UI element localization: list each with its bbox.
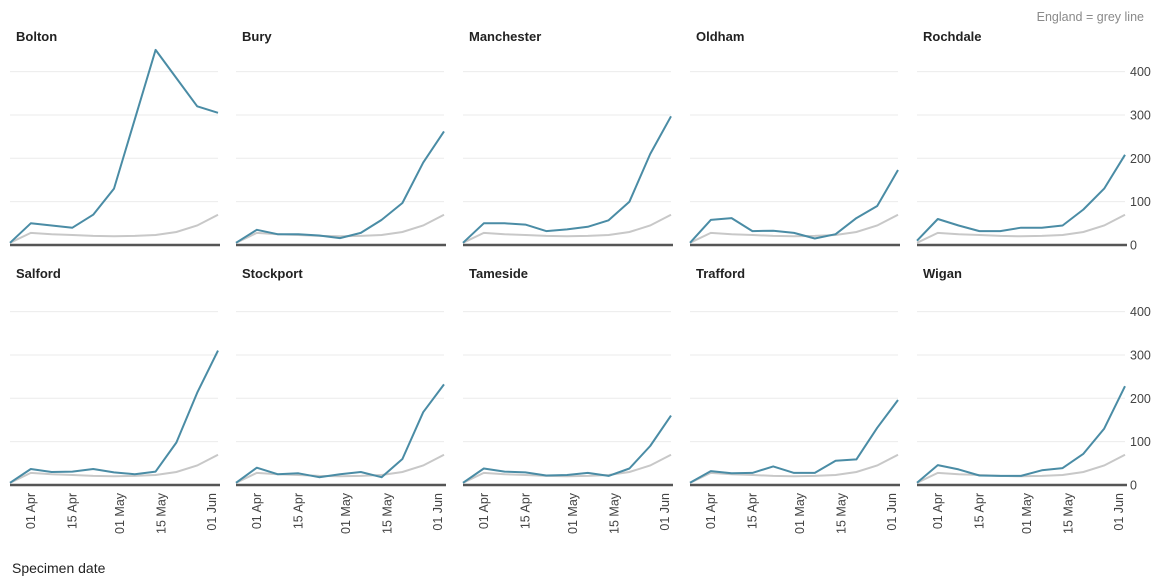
panel-title: Trafford <box>696 266 745 281</box>
england-line <box>235 453 445 484</box>
area-line-salford <box>9 350 219 484</box>
england-line <box>916 213 1126 244</box>
area-line-manchester <box>462 115 672 244</box>
x-tick-label: 01 Jun <box>885 493 899 531</box>
england-line <box>462 453 672 484</box>
y-tick-label: 300 <box>1130 108 1151 122</box>
panel-title: Tameside <box>469 266 528 281</box>
x-tick-label: 15 Apr <box>745 493 759 529</box>
x-tick-label: 15 May <box>608 492 622 534</box>
y-tick-label: 200 <box>1130 392 1151 406</box>
y-tick-label: 400 <box>1130 305 1151 319</box>
y-tick-label: 400 <box>1130 65 1151 79</box>
x-tick-label: 01 Jun <box>205 493 219 531</box>
x-tick-label: 01 Apr <box>250 493 264 529</box>
area-line-bolton <box>9 48 219 244</box>
x-tick-label: 15 May <box>835 492 849 534</box>
x-tick-label: 01 May <box>113 492 127 534</box>
x-tick-label: 01 Apr <box>704 493 718 529</box>
panel-title: Manchester <box>469 29 541 44</box>
panel-bury: Bury <box>235 29 446 247</box>
x-tick-label: 15 Apr <box>972 493 986 529</box>
area-line-oldham <box>689 169 899 244</box>
england-line <box>9 213 219 244</box>
panel-title: Bury <box>242 29 272 44</box>
panel-title: Salford <box>16 266 61 281</box>
area-line-wigan <box>916 385 1126 484</box>
area-line-stockport <box>235 383 445 484</box>
england-line <box>689 213 899 244</box>
x-tick-label: 01 Jun <box>1112 493 1126 531</box>
x-tick-label: 15 May <box>155 492 169 534</box>
england-line <box>462 213 672 244</box>
x-tick-label: 01 May <box>1020 492 1034 534</box>
area-line-rochdale <box>916 154 1126 242</box>
x-tick-label: 01 Jun <box>658 493 672 531</box>
y-tick-label: 0 <box>1130 239 1137 253</box>
x-axis-title: Specimen date <box>12 560 106 576</box>
england-line <box>689 453 899 484</box>
panel-title: Bolton <box>16 29 57 44</box>
panel-title: Oldham <box>696 29 744 44</box>
panels: Bolton Bury Manchester Oldham Rochdale Salfor… <box>9 29 1151 534</box>
england-annotation: England = grey line <box>1037 10 1144 24</box>
y-tick-label: 200 <box>1130 152 1151 166</box>
area-line-trafford <box>689 399 899 484</box>
x-tick-label: 15 May <box>381 492 395 534</box>
panel-stockport: Stockport 01 Apr 15 Apr 01 May 15 May 01 Jun <box>235 266 446 534</box>
x-tick-label: 15 Apr <box>65 493 79 529</box>
panel-oldham: Oldham <box>689 29 900 247</box>
x-tick-label: 01 Apr <box>24 493 38 529</box>
panel-manchester: Manchester <box>462 29 673 247</box>
y-tick-label: 0 <box>1130 479 1137 493</box>
x-tick-label: 01 May <box>793 492 807 534</box>
area-line-tameside <box>462 415 672 484</box>
panel-trafford: Trafford 01 Apr 15 Apr 01 May 15 May 01 Jun <box>689 266 900 534</box>
panel-wigan: Wigan 01 Apr 15 Apr 01 May 15 May 01 Jun <box>916 266 1127 534</box>
y-tick-label: 100 <box>1130 195 1151 209</box>
england-line <box>916 453 1126 484</box>
y-tick-label: 300 <box>1130 348 1151 362</box>
x-tick-label: 15 Apr <box>518 493 532 529</box>
area-line-bury <box>235 130 445 244</box>
x-tick-label: 01 Jun <box>431 493 445 531</box>
x-tick-label: 15 May <box>1062 492 1076 534</box>
panel-tameside: Tameside 01 Apr 15 Apr 01 May 15 May 01 Jun <box>462 266 673 534</box>
panel-title: Stockport <box>242 266 303 281</box>
panel-bolton: Bolton <box>9 29 220 247</box>
panel-title: Wigan <box>923 266 962 281</box>
x-tick-label: 01 Apr <box>931 493 945 529</box>
x-tick-label: 01 May <box>566 492 580 534</box>
panel-salford: Salford 01 Apr 15 Apr 01 May 15 May 01 Jun <box>9 266 220 534</box>
england-line <box>9 453 219 484</box>
x-tick-label: 15 Apr <box>291 493 305 529</box>
england-line <box>235 213 445 244</box>
x-tick-label: 01 Apr <box>477 493 491 529</box>
y-tick-label: 100 <box>1130 435 1151 449</box>
x-tick-label: 01 May <box>339 492 353 534</box>
panel-title: Rochdale <box>923 29 982 44</box>
panel-rochdale: Rochdale <box>916 29 1127 247</box>
